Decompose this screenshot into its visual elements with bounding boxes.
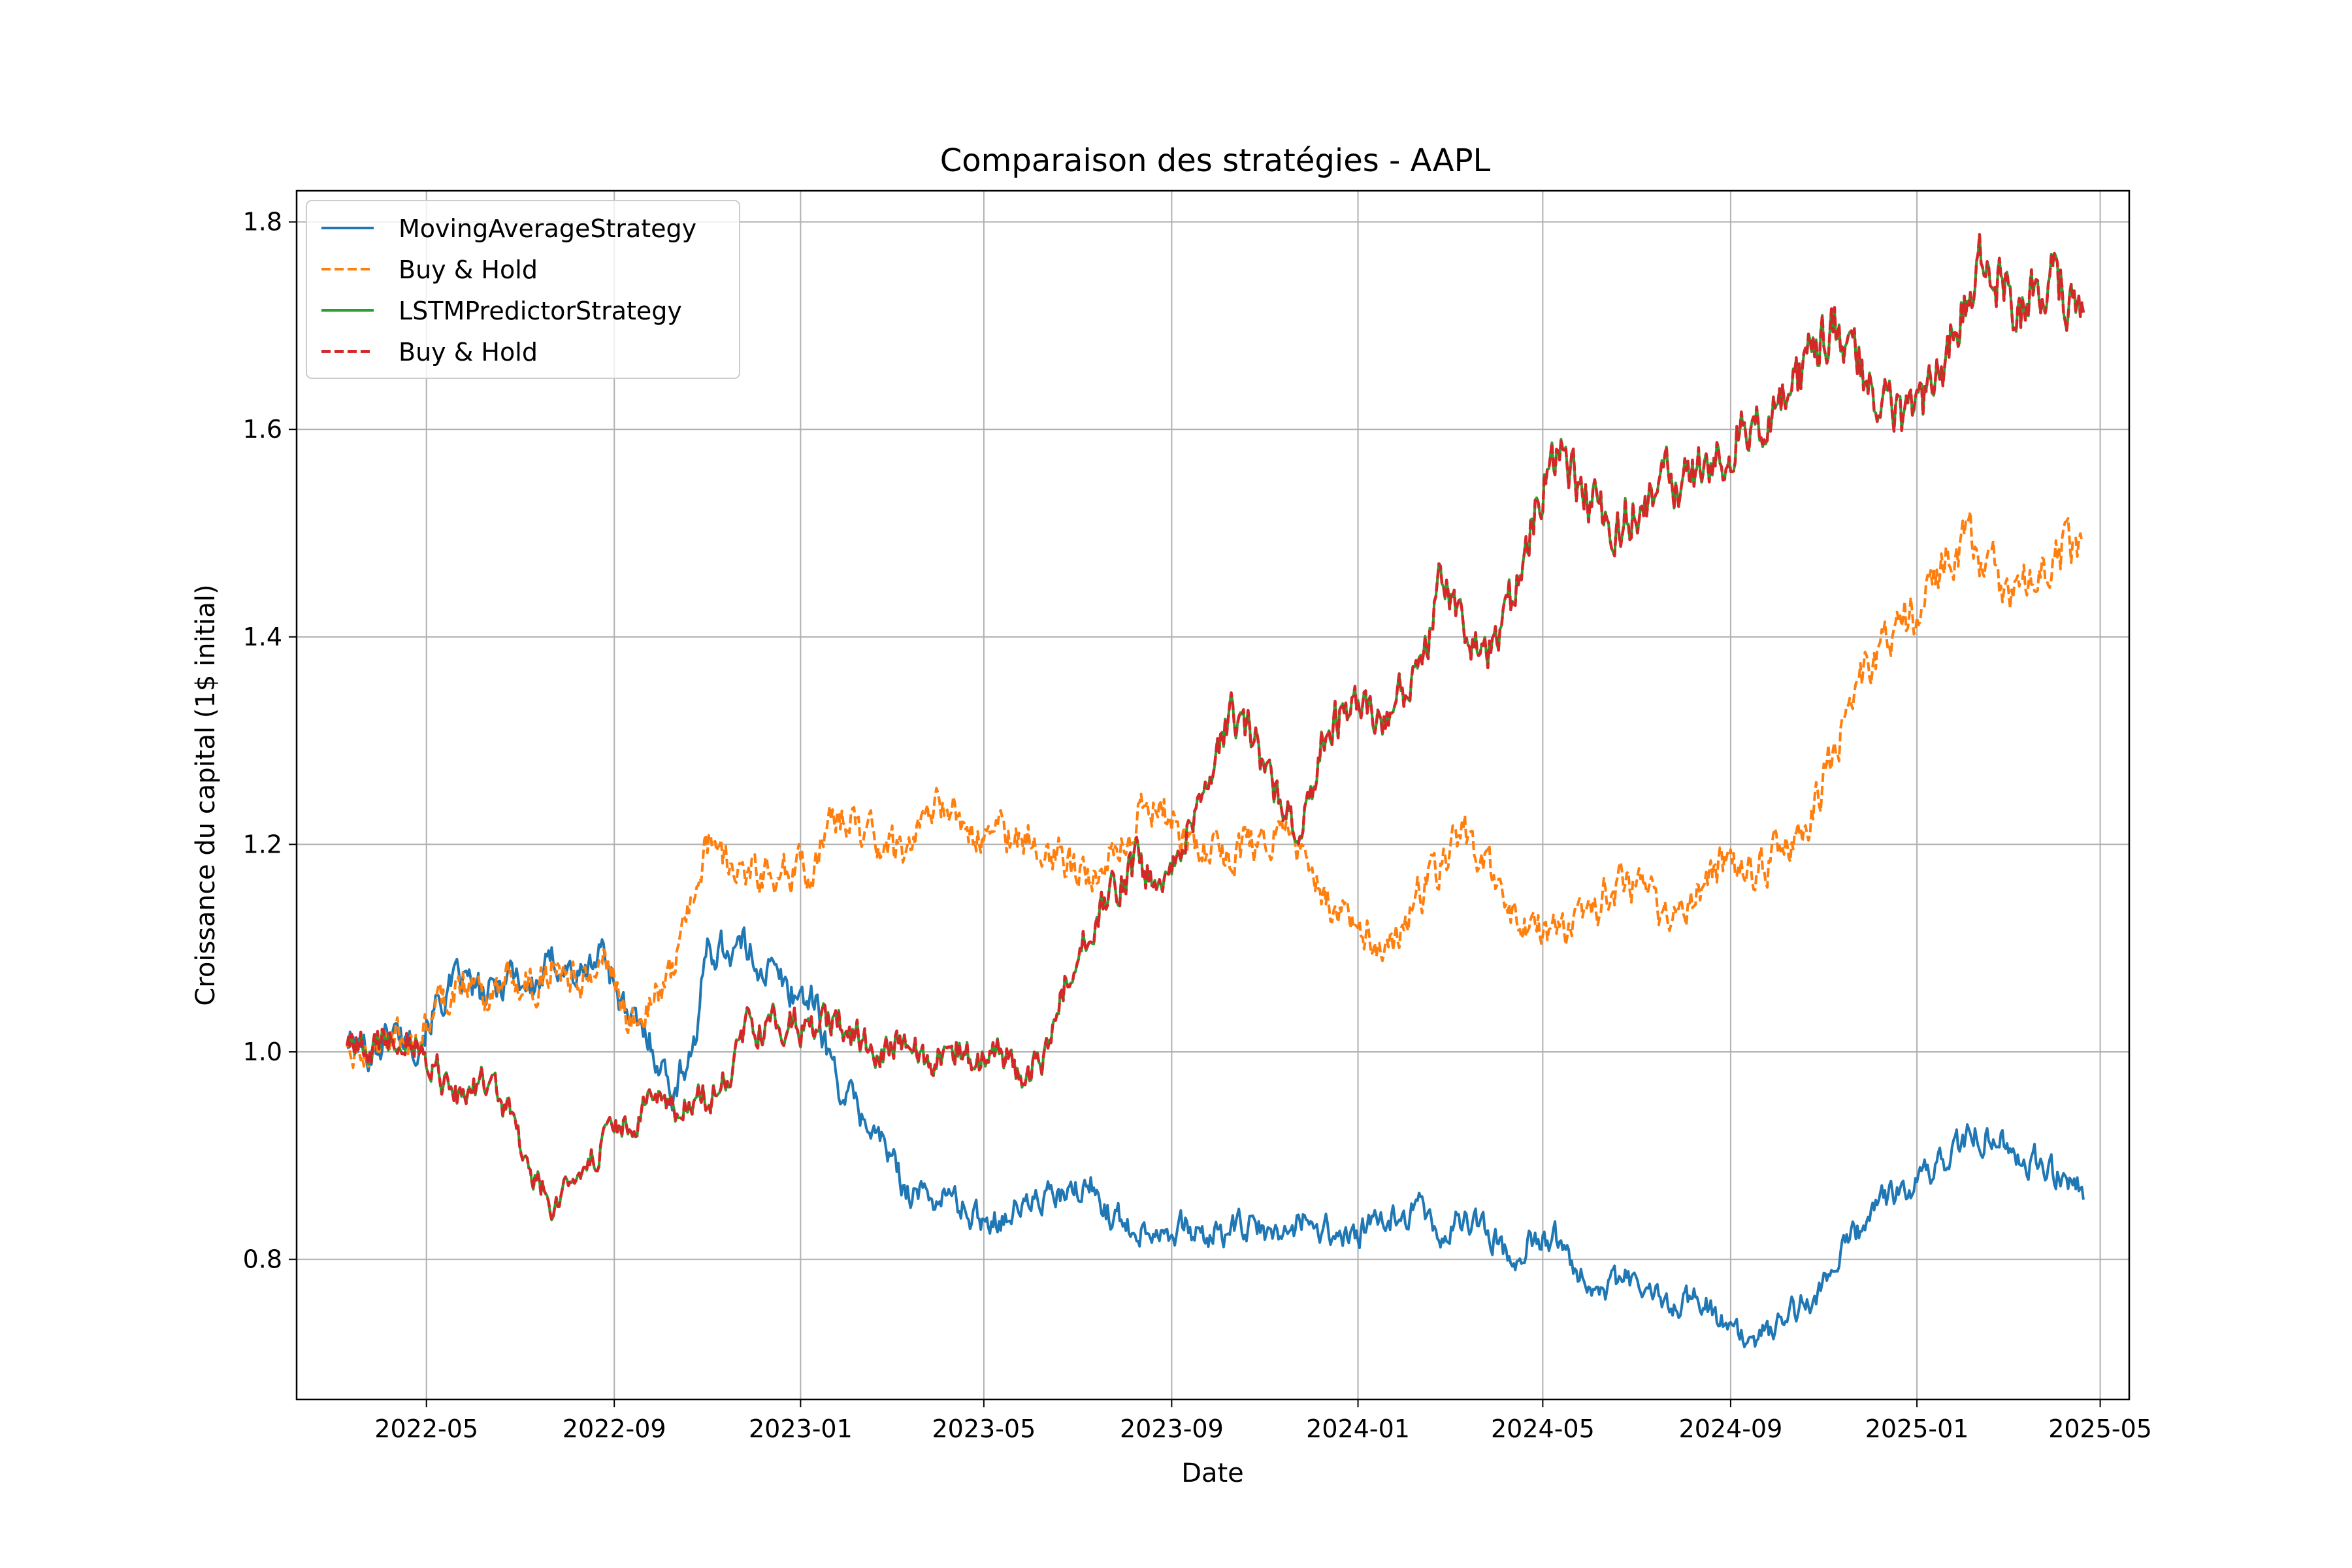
legend-box xyxy=(306,200,740,379)
legend-label: Buy & Hold xyxy=(399,255,538,284)
legend: MovingAverageStrategy Buy & Hold LSTMPredi… xyxy=(306,200,740,379)
y-tick-label: 1.0 xyxy=(243,1037,282,1066)
x-tick-label: 2024-09 xyxy=(1679,1414,1783,1443)
plot-frame xyxy=(295,189,2131,1401)
y-tick-label: 1.4 xyxy=(243,623,282,651)
series-line xyxy=(345,233,2085,1222)
legend-label: Buy & Hold xyxy=(399,338,538,367)
y-tick-label: 1.2 xyxy=(243,830,282,858)
series-line xyxy=(346,926,2085,1348)
chart-title: Comparaison des stratégies - AAPL xyxy=(940,142,1491,179)
x-tick-label: 2025-05 xyxy=(2048,1414,2152,1443)
x-tick-label: 2024-01 xyxy=(1306,1414,1410,1443)
series-group xyxy=(345,233,2085,1348)
legend-label: MovingAverageStrategy xyxy=(399,214,696,243)
x-tick-label: 2023-05 xyxy=(932,1414,1036,1443)
x-axis-label: Date xyxy=(1181,1458,1244,1488)
series-line xyxy=(346,510,2085,1070)
x-tick-label: 2024-05 xyxy=(1491,1414,1595,1443)
legend-label: LSTMPredictorStrategy xyxy=(399,297,682,325)
ticks: 2022-05 2022-09 2023-01 2023-05 2023-09 2024-… xyxy=(243,208,2152,1443)
y-tick-label: 1.6 xyxy=(243,415,282,444)
y-axis-label: Croissance du capital (1$ initial) xyxy=(191,584,221,1005)
x-tick-label: 2022-05 xyxy=(374,1414,478,1443)
x-tick-label: 2023-01 xyxy=(749,1414,853,1443)
x-tick-label: 2025-01 xyxy=(1865,1414,1969,1443)
x-tick-label: 2022-09 xyxy=(563,1414,666,1443)
y-tick-label: 0.8 xyxy=(243,1245,282,1274)
y-tick-label: 1.8 xyxy=(243,208,282,237)
x-tick-label: 2023-09 xyxy=(1120,1414,1224,1443)
